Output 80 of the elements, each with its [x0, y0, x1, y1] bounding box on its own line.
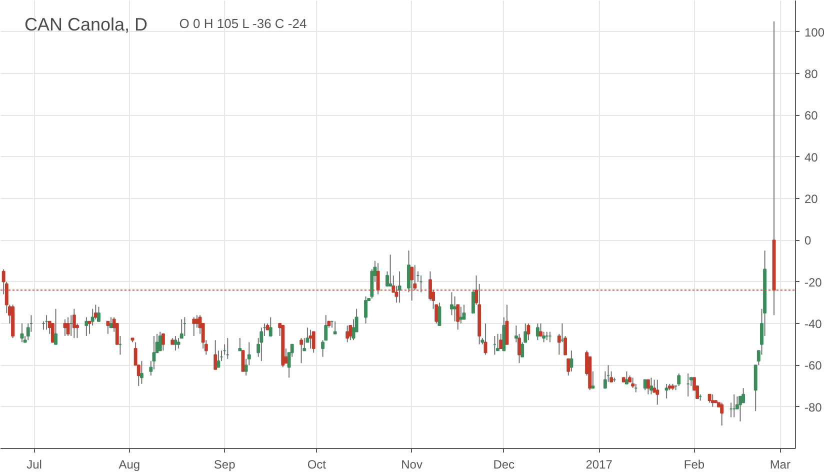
y-tick-label: 0 — [804, 234, 812, 248]
candlestick — [591, 370, 595, 389]
candlestick — [195, 314, 199, 328]
candlestick — [664, 383, 668, 399]
candlestick — [646, 379, 650, 395]
candlestick — [542, 331, 546, 343]
candlestick — [106, 320, 110, 334]
y-tick-label: 60 — [804, 108, 818, 123]
candlestick — [462, 304, 466, 320]
candlestick — [398, 270, 402, 304]
candlestick — [738, 396, 742, 422]
candlestick — [656, 379, 660, 406]
candlestick — [364, 296, 368, 324]
y-tick-label: -80 — [804, 400, 822, 414]
y-tick-label: 40 — [804, 150, 818, 164]
candlestick — [20, 322, 24, 343]
candlestick — [720, 402, 724, 426]
candlestick — [66, 316, 70, 336]
candlestick — [346, 325, 350, 343]
x-tick-label: Feb — [684, 458, 705, 472]
candlestick — [158, 331, 162, 352]
candlestick — [268, 316, 272, 336]
candlestick — [677, 372, 681, 386]
candlestick — [459, 306, 463, 324]
candlestick — [624, 370, 628, 384]
x-tick-label: Mar — [770, 458, 790, 472]
candlestick — [238, 338, 242, 352]
candlestick — [260, 327, 264, 362]
y-tick-label: -20 — [804, 275, 822, 290]
y-tick-label: -60 — [804, 358, 822, 373]
candlestick — [643, 379, 647, 391]
x-tick-label: Jul — [26, 458, 42, 472]
candlestick — [140, 360, 144, 384]
x-tick-label: Aug — [118, 458, 140, 472]
candlestick — [333, 320, 337, 334]
candlestick — [72, 308, 76, 339]
candlestick — [496, 333, 500, 352]
candlestick — [174, 335, 178, 352]
candlestick — [84, 316, 88, 336]
text: CAN Canola, D — [24, 14, 148, 34]
candlestick — [631, 377, 635, 389]
candlestick — [54, 308, 58, 345]
x-tick-label: Oct — [307, 458, 327, 472]
x-tick-label: Sep — [214, 458, 236, 472]
candlestick — [536, 322, 540, 341]
candlestick — [388, 254, 392, 286]
candlestick — [650, 377, 653, 395]
candlestick — [308, 329, 312, 349]
candlestick — [241, 350, 245, 372]
candlestick — [499, 333, 503, 349]
candlestick — [710, 394, 714, 408]
candlestick — [214, 340, 218, 370]
y-tick-label: 80 — [804, 66, 818, 81]
candlestick — [352, 318, 356, 341]
candlestick — [742, 388, 746, 404]
candlestick — [376, 262, 380, 295]
candlestick — [192, 316, 196, 336]
y-tick-label: 20 — [804, 192, 818, 206]
candlestick — [50, 322, 54, 343]
candlestick — [216, 350, 220, 368]
candlestick — [300, 338, 304, 364]
candlestick — [90, 308, 94, 326]
candlestick — [526, 322, 530, 341]
y-tick-label: -40 — [804, 316, 822, 331]
candlestick — [176, 338, 180, 349]
x-tick-label: Nov — [401, 458, 422, 472]
candlestick — [312, 331, 316, 354]
x-tick-label: 2017 — [586, 458, 613, 472]
y-tick-label: 100 — [804, 25, 825, 40]
candlestick — [570, 350, 574, 372]
candlestick — [410, 266, 414, 302]
x-tick-label: Dec — [493, 458, 515, 472]
candlestick — [161, 333, 165, 352]
text: O 0 H 105 L -36 C -24 — [179, 16, 307, 31]
candlestick — [505, 304, 509, 345]
candlestick — [453, 296, 457, 322]
candlestick — [115, 322, 119, 345]
candlestick — [438, 302, 442, 326]
candlestick — [96, 306, 100, 322]
candlestick — [63, 318, 67, 336]
